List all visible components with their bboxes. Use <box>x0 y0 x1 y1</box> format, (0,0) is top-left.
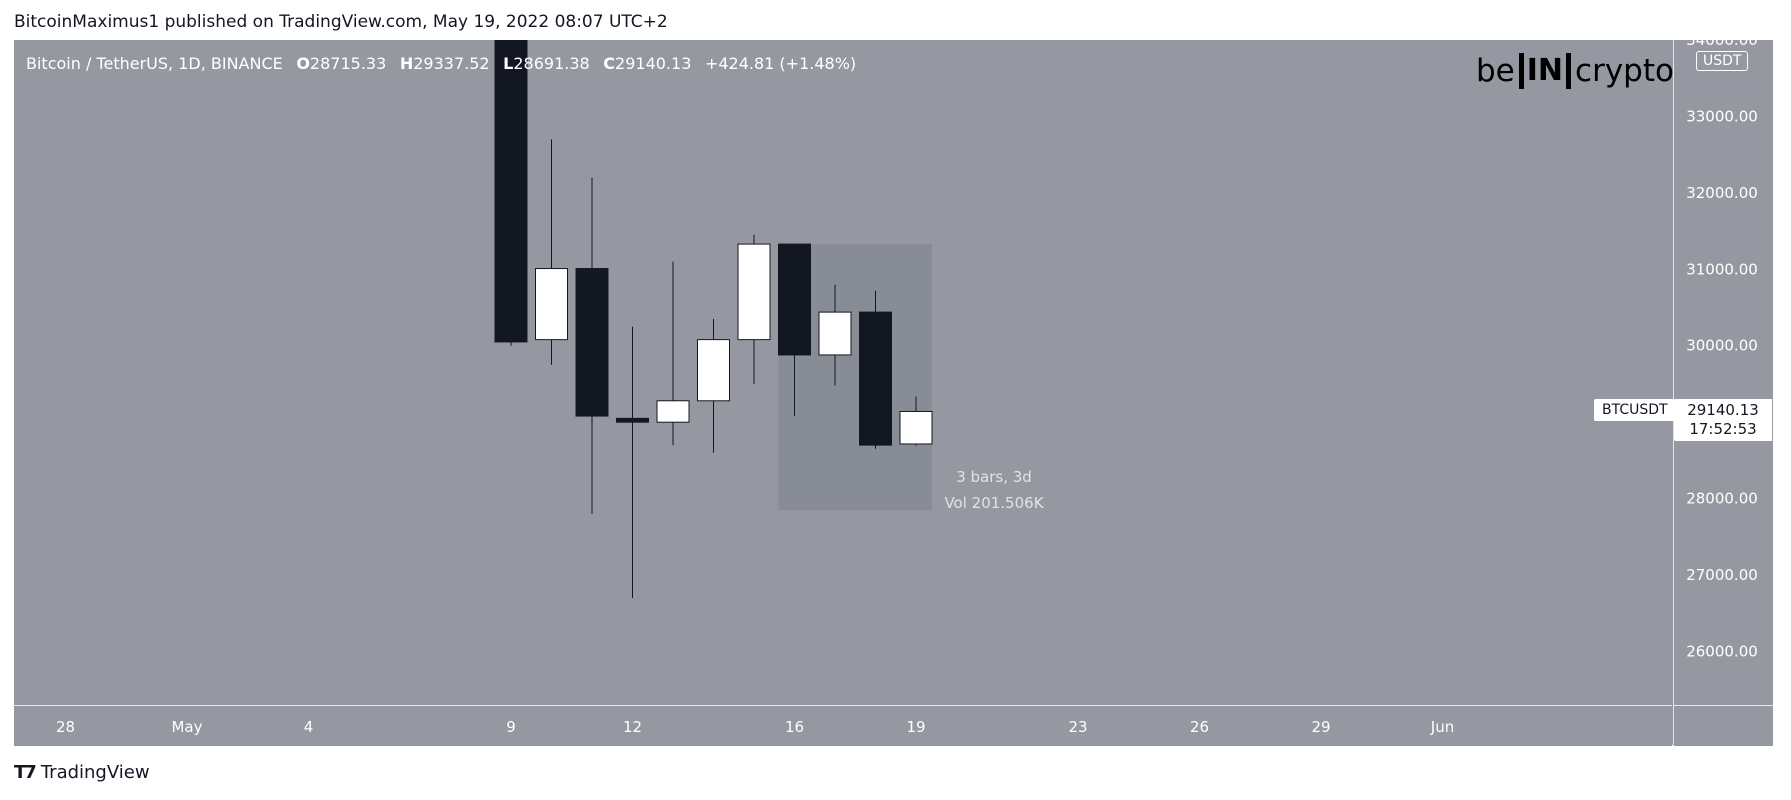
time-tick-label-Jun: Jun <box>1430 718 1454 736</box>
price-tick-label: 26000.00 <box>1686 642 1758 660</box>
publisher-header: BitcoinMaximus1 published on TradingView… <box>14 12 668 32</box>
price-tick-label: 31000.00 <box>1686 260 1758 278</box>
candle-body-2022-05-15 <box>737 243 771 341</box>
beincrypto-logo: be IN crypto <box>1476 46 1674 96</box>
last-price-label: 29140.13 17:52:53 <box>1674 399 1772 441</box>
axis-corner <box>1673 705 1773 746</box>
symbol-legend: Bitcoin / TetherUS, 1D, BINANCE O28715.3… <box>26 54 864 73</box>
tradingview-logo-icon: T7 <box>14 762 37 783</box>
chart-frame[interactable]: Bitcoin / TetherUS, 1D, BINANCE O28715.3… <box>14 40 1773 746</box>
price-axis-ticks: 26000.0027000.0028000.0029000.0030000.00… <box>1686 40 1758 660</box>
logo-text-crypto: crypto <box>1575 53 1674 89</box>
measure-volume-label: Vol 201.506K <box>944 494 1044 512</box>
time-tick-label-23: 23 <box>1068 718 1087 736</box>
price-tick-label: 28000.00 <box>1686 490 1758 508</box>
legend-high-value: 29337.52 <box>413 54 490 73</box>
candle-body-2022-05-18 <box>859 311 892 446</box>
logo-text-be: be <box>1476 53 1515 89</box>
time-tick-label-29: 29 <box>1311 718 1330 736</box>
plot-area[interactable] <box>14 40 1672 705</box>
candle-body-2022-05-17 <box>818 311 852 356</box>
legend-low-value: 28691.38 <box>513 54 590 73</box>
legend-close-label: C <box>603 54 616 73</box>
candle-body-2022-05-19 <box>899 410 933 445</box>
legend-low-label: L <box>503 54 514 73</box>
legend-change: +424.81 (+1.48%) <box>704 54 857 73</box>
price-tick-label: 30000.00 <box>1686 337 1758 355</box>
time-tick-label-16: 16 <box>785 718 804 736</box>
currency-badge[interactable]: USDT <box>1696 51 1749 71</box>
logo-text-in: IN <box>1518 53 1572 89</box>
time-axis-ticks: 28 May 4 9 12 16 19 23 26 29 Jun <box>56 718 1454 736</box>
time-tick-label-9: 9 <box>506 718 516 736</box>
price-axis[interactable]: 26000.0027000.0028000.0029000.0030000.00… <box>1673 40 1773 705</box>
legend-close-value: 29140.13 <box>615 54 692 73</box>
time-tick-label-28: 28 <box>56 718 75 736</box>
price-tick-label: 32000.00 <box>1686 184 1758 202</box>
legend-symbol: Bitcoin / TetherUS, 1D, BINANCE <box>26 54 283 73</box>
footer-brand: TradingView <box>40 762 150 783</box>
candle-body-2022-05-12 <box>616 417 649 423</box>
time-axis[interactable]: 28 May 4 9 12 16 19 23 26 29 Jun <box>14 705 1672 746</box>
candle-body-2022-05-16 <box>778 243 811 356</box>
symbol-price-label: BTCUSDT <box>1594 399 1676 421</box>
legend-open-label: O <box>296 54 310 73</box>
legend-open-value: 28715.33 <box>309 54 387 73</box>
time-tick-label-26: 26 <box>1190 718 1209 736</box>
measure-bars-label: 3 bars, 3d <box>956 468 1032 486</box>
candlestick-chart[interactable] <box>14 40 1672 705</box>
last-price-value: 29140.13 <box>1687 401 1759 419</box>
tradingview-footer: T7 TradingView <box>14 762 150 783</box>
candle-body-2022-05-13 <box>656 400 690 423</box>
price-tick-label: 27000.00 <box>1686 566 1758 584</box>
time-tick-label-12: 12 <box>623 718 642 736</box>
time-tick-label-4: 4 <box>304 718 314 736</box>
candle-body-2022-05-11 <box>575 268 609 417</box>
legend-high-label: H <box>399 54 414 73</box>
bar-countdown: 17:52:53 <box>1689 420 1757 438</box>
candle-body-2022-05-10 <box>535 268 568 341</box>
time-tick-label-19: 19 <box>906 718 925 736</box>
candle-body-2022-05-14 <box>697 339 730 402</box>
price-tick-label: 33000.00 <box>1686 107 1758 125</box>
price-tick-label: 34000.00 <box>1686 40 1758 49</box>
time-tick-label-May: May <box>171 718 202 736</box>
candle-body-2022-05-09 <box>494 40 528 343</box>
